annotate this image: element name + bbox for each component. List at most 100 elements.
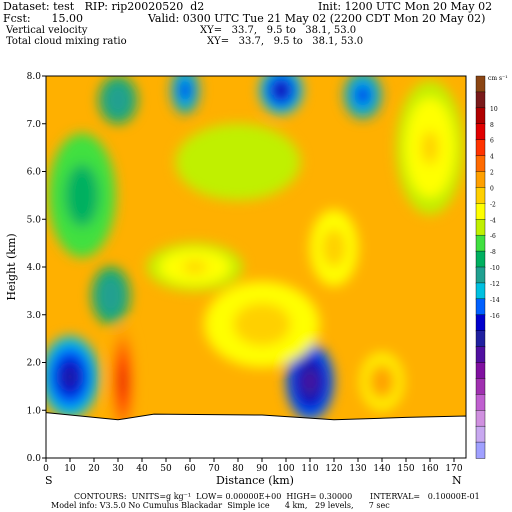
- header-line1-right: Init: 1200 UTC Mon 20 May 02: [318, 0, 493, 13]
- colorbar-label-6: 6: [490, 138, 494, 145]
- x-tick-label-100: 100: [277, 464, 294, 474]
- field-blob-13-ring-3: [73, 179, 91, 211]
- x-tick-label-90: 90: [256, 464, 268, 474]
- x-tick-label-10: 10: [64, 464, 76, 474]
- x-tick-label-160: 160: [421, 464, 438, 474]
- colorbar-swatch-2: [475, 107, 486, 125]
- field-blob-9-ring-3: [181, 84, 189, 97]
- y-tick-label-3.0: 3.0: [27, 311, 42, 321]
- colorbar-swatch-7: [475, 187, 486, 205]
- colorbar-swatch-16: [475, 330, 486, 348]
- x-tick-label-110: 110: [301, 464, 318, 474]
- terrain: [45, 412, 467, 459]
- field-blob-14-ring-3: [222, 152, 254, 172]
- colorbar-label-2: 2: [490, 170, 494, 177]
- terrain-area: [45, 412, 467, 459]
- field-blob-11-ring-3: [358, 89, 368, 102]
- x-axis: 0 10 20 30 40 50 60 70 80 90 100 110 120 130 140 150 160…: [43, 458, 463, 474]
- colorbar-swatch-22: [475, 425, 486, 443]
- x-tick-label-50: 50: [160, 464, 172, 474]
- colorbar-swatch-6: [475, 171, 486, 189]
- header-line2-right: Valid: 0300 UTC Tue 21 May 02 (2200 CDT …: [148, 12, 486, 25]
- y-axis: 0.0 1.0 2.0 3.0 4.0 5.0 6.0 7.0 8.0: [27, 72, 46, 464]
- y-tick-label-6.0: 6.0: [27, 168, 42, 178]
- y-tick-label-8.0: 8.0: [27, 72, 42, 82]
- x-tick-label-60: 60: [184, 464, 196, 474]
- field-blob-8-ring-3: [113, 93, 123, 106]
- x-axis-label: Distance (km): [216, 474, 294, 487]
- x-end-label-right: N: [452, 474, 462, 487]
- header-line4-left: Total cloud mixing ratio: [6, 36, 127, 47]
- x-tick-label-30: 30: [112, 464, 124, 474]
- header-line1-left: Dataset: test RIP: rip20020520 d2: [3, 0, 205, 13]
- colorbar-swatch-17: [475, 346, 486, 364]
- field-blob-6-ring-3: [182, 261, 207, 273]
- colorbar-label-10: 10: [490, 106, 498, 113]
- colorbar-swatch-15: [475, 314, 486, 332]
- y-tick-label-2.0: 2.0: [27, 359, 42, 369]
- x-end-label-left: S: [45, 474, 53, 487]
- field-contours: [46, 76, 464, 439]
- colorbar-label-4: 4: [490, 154, 494, 161]
- colorbar-unit: cm s⁻¹: [488, 75, 508, 82]
- colorbar-swatch-20: [475, 394, 486, 411]
- header-line2-left: Fcst: 15.00: [3, 12, 84, 25]
- colorbar-swatch-8: [475, 203, 486, 220]
- colorbar-label--12: -12: [490, 281, 500, 288]
- footer-contours: CONTOURS: UNITS=g kg⁻¹ LOW= 0.00000E+00 …: [74, 492, 480, 501]
- field-blob-4-ring-3: [376, 374, 388, 389]
- field-blob-0-ring-3: [62, 366, 78, 387]
- colorbar-swatch-3: [475, 123, 486, 141]
- colorbar-swatch-13: [475, 282, 486, 300]
- y-tick-label-5.0: 5.0: [27, 215, 42, 225]
- colorbar-swatch-9: [475, 219, 486, 236]
- y-tick-label-7.0: 7.0: [27, 120, 42, 130]
- colorbar-swatch-10: [475, 234, 486, 252]
- field-blob-5-ring-3: [247, 313, 277, 336]
- y-tick-label-1.0: 1.0: [27, 406, 42, 416]
- colorbar-swatch-19: [475, 378, 486, 396]
- colorbar-swatch-23: [475, 441, 486, 459]
- colorbar-label--6: -6: [490, 233, 496, 240]
- y-axis-label: Height (km): [5, 233, 18, 300]
- colorbar-swatch-1: [475, 91, 486, 109]
- colorbar: 10 8 6 4 2 0 -2 -4 -6 -8 -10 -12 -14 -16: [475, 75, 500, 459]
- colorbar-label--16: -16: [490, 313, 500, 320]
- x-tick-label-20: 20: [88, 464, 100, 474]
- field-blob-10-ring-3: [275, 84, 287, 97]
- field-blob-3-ring-3: [304, 372, 316, 392]
- colorbar-swatch-0: [475, 75, 486, 93]
- x-tick-label-170: 170: [445, 464, 462, 474]
- colorbar-swatch-14: [475, 298, 486, 316]
- footer-model-info: Model info: V3.5.0 No Cumulus Blackadar …: [51, 501, 390, 510]
- field-blob-1-ring-3: [119, 367, 126, 396]
- colorbar-swatch-5: [475, 155, 486, 173]
- colorbar-swatch-18: [475, 362, 486, 380]
- y-tick-label-0.0: 0.0: [27, 454, 42, 464]
- colorbar-swatch-21: [475, 410, 486, 427]
- x-tick-label-40: 40: [136, 464, 148, 474]
- x-tick-label-150: 150: [397, 464, 414, 474]
- colorbar-label--10: -10: [490, 265, 500, 272]
- y-tick-label-4.0: 4.0: [27, 263, 42, 273]
- colorbar-label--4: -4: [490, 217, 496, 224]
- field-blob-12-ring-3: [421, 130, 439, 165]
- x-tick-label-70: 70: [208, 464, 220, 474]
- colorbar-label-8: 8: [490, 122, 494, 129]
- colorbar-swatch-4: [475, 139, 486, 157]
- field-blob-7-ring-3: [328, 238, 340, 258]
- header-line3-right: XY= 33.7, 9.5 to 38.1, 53.0: [200, 25, 357, 36]
- header-line4-right: XY= 33.7, 9.5 to 38.1, 53.0: [207, 36, 364, 47]
- x-tick-label-140: 140: [373, 464, 390, 474]
- colorbar-swatch-12: [475, 266, 486, 284]
- field-blob-2-ring-3: [106, 288, 116, 303]
- x-tick-label-120: 120: [325, 464, 342, 474]
- colorbar-swatch-11: [475, 250, 486, 268]
- x-tick-label-80: 80: [232, 464, 244, 474]
- header-line3-left: Vertical velocity: [6, 25, 88, 36]
- x-tick-label-0: 0: [43, 464, 49, 474]
- colorbar-label--14: -14: [490, 297, 500, 304]
- colorbar-label--2: -2: [490, 201, 496, 208]
- x-tick-label-130: 130: [349, 464, 366, 474]
